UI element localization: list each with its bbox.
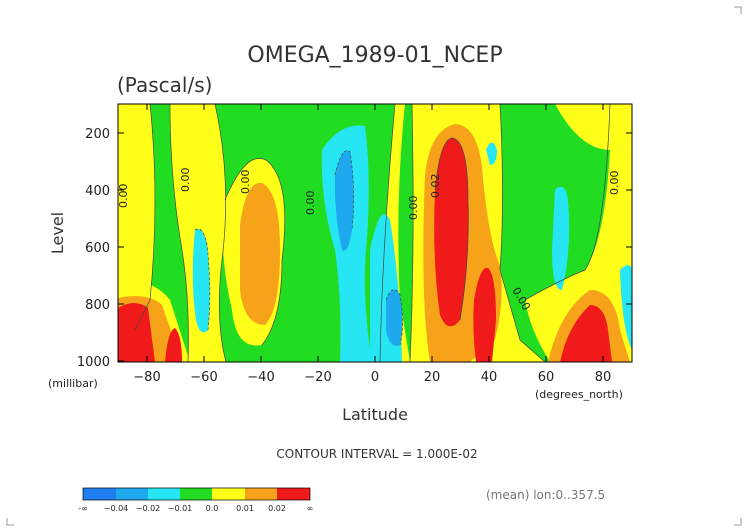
region-red-4 <box>473 267 496 362</box>
colorbar-label: ∞ <box>307 504 314 513</box>
region-blue-1 <box>334 150 354 251</box>
y-axis-label: Level <box>48 212 67 254</box>
colorbar-swatch <box>180 488 212 500</box>
x-tick-label: 20 <box>424 370 441 385</box>
colorbar-label: -∞ <box>78 504 88 513</box>
x-tick-label: −60 <box>190 370 217 385</box>
contour-label: 0.00 <box>117 184 130 209</box>
contour-label: 0.00 <box>608 171 621 196</box>
x-tick-label: −80 <box>133 370 160 385</box>
chart-title: OMEGA_1989-01_NCEP <box>247 43 502 68</box>
region-orange-2 <box>240 182 280 325</box>
region-red-2 <box>165 328 182 362</box>
contour-label: 0.00 <box>239 170 252 195</box>
y-axis: 200 400 600 800 1000 Level (millibar) <box>48 127 632 390</box>
colorbar-label: −0.02 <box>136 504 161 513</box>
contour-label: 0.00 <box>179 168 192 193</box>
region-blue-2 <box>386 289 403 346</box>
x-tick-label: 40 <box>481 370 498 385</box>
y-tick-label: 200 <box>85 127 110 142</box>
colorbar-swatch <box>245 488 277 500</box>
contour-label: 0.02 <box>429 174 442 199</box>
plot-area: 0.00 0.00 0.00 0.00 0.00 0.02 0.00 0.00 <box>117 103 633 363</box>
colorbar-swatch <box>116 488 148 500</box>
x-tick-label: −20 <box>304 370 331 385</box>
x-tick-label: 0 <box>371 370 379 385</box>
colorbar-label: 0.01 <box>236 504 254 513</box>
region-yellow-1 <box>118 104 155 340</box>
y-tick-label: 800 <box>85 298 110 313</box>
colorbar-swatch <box>148 488 180 500</box>
x-axis-unit: (degrees_north) <box>535 388 623 401</box>
contour-interval-note: CONTOUR INTERVAL = 1.000E-02 <box>276 447 477 461</box>
x-tick-label: −40 <box>247 370 274 385</box>
colorbar-label: −0.01 <box>168 504 193 513</box>
y-tick-label: 600 <box>85 241 110 256</box>
region-red-1 <box>118 303 155 362</box>
corner-marks <box>6 6 742 526</box>
region-red-3 <box>434 138 469 327</box>
colorbar-swatch <box>277 488 310 500</box>
region-red-5 <box>560 305 612 362</box>
region-cyan-6 <box>486 142 497 165</box>
region-cyan-5 <box>620 265 632 350</box>
y-tick-label: 1000 <box>77 355 110 370</box>
contour-lines <box>134 103 611 363</box>
x-axis: −80 −60 −40 −20 0 20 40 60 80 (degrees_n… <box>133 104 623 424</box>
colorbar-swatch <box>212 488 245 500</box>
colorbar-swatch <box>83 488 116 500</box>
x-axis-label: Latitude <box>342 405 408 424</box>
contour-label: 0.00 <box>407 196 420 221</box>
colorbar-label: 0.0 <box>206 504 219 513</box>
y-tick-label: 400 <box>85 184 110 199</box>
chart-subtitle: (Pascal/s) <box>117 73 212 97</box>
y-axis-unit: (millibar) <box>48 377 98 390</box>
mean-note: (mean) lon:0..357.5 <box>486 488 605 502</box>
x-tick-label: 80 <box>595 370 612 385</box>
colorbar-frame <box>82 487 311 501</box>
colorbar-label: 0.02 <box>268 504 286 513</box>
x-tick-label: 60 <box>538 370 555 385</box>
positive-region-high <box>118 138 612 362</box>
colorbar-label: −0.04 <box>104 504 129 513</box>
contour-label: 0.00 <box>304 191 317 216</box>
region-cyan-1 <box>192 229 210 333</box>
colorbar: -∞ −0.04 −0.02 −0.01 0.0 0.01 0.02 ∞ <box>78 487 314 513</box>
negative-region-mid <box>334 150 403 346</box>
region-cyan-4 <box>552 186 570 290</box>
